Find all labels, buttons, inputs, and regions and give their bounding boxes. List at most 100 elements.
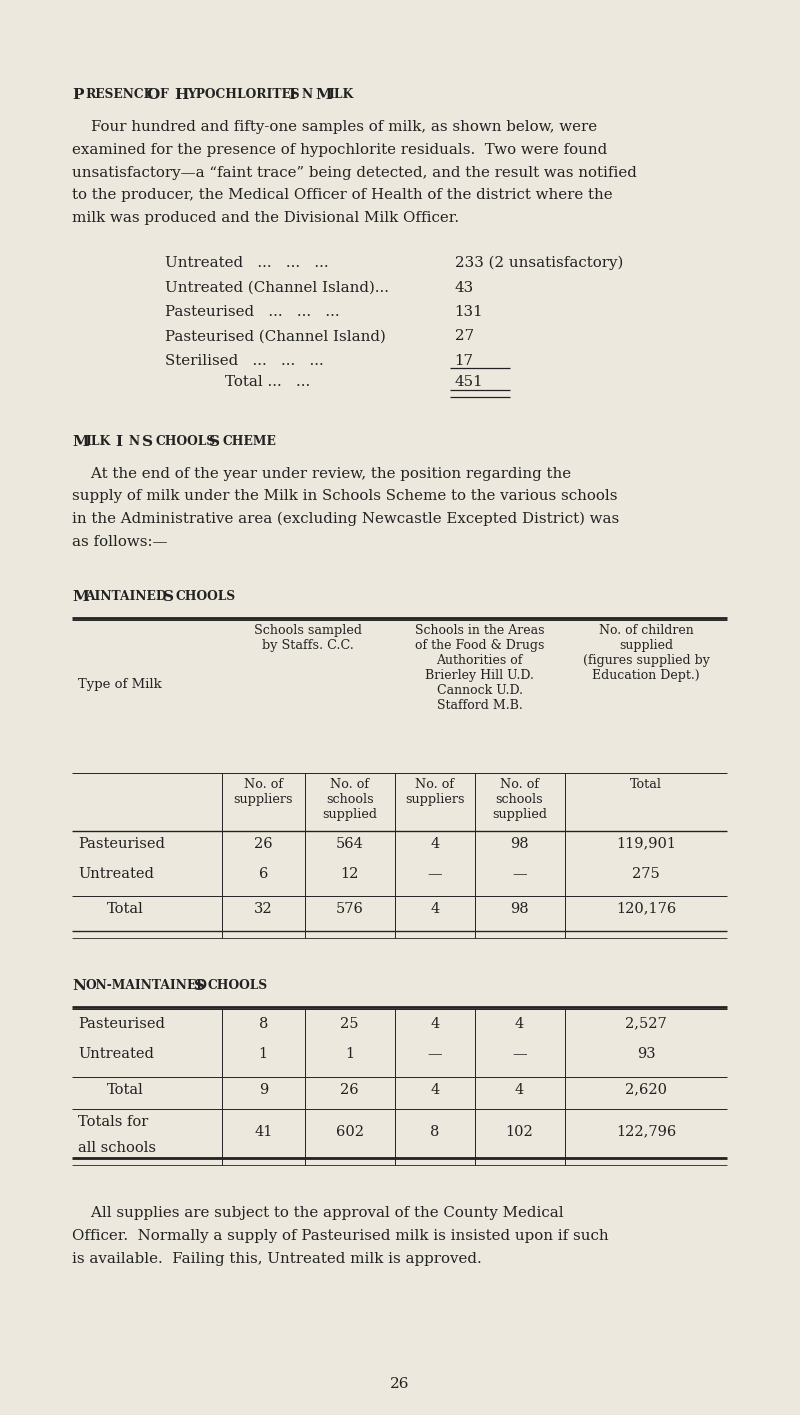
Text: 26: 26 [390,1377,410,1391]
Text: in the Administrative area (excluding Newcastle Excepted District) was: in the Administrative area (excluding Ne… [72,512,619,526]
Text: 4: 4 [430,1017,439,1030]
Text: —: — [512,867,527,880]
Text: Schools in the Areas
of the Food & Drugs
Authorities of
Brierley Hill U.D.
Canno: Schools in the Areas of the Food & Drugs… [415,624,544,712]
Text: I: I [288,88,295,102]
Text: Sterilised   ...   ...   ...: Sterilised ... ... ... [165,354,324,368]
Text: CHOOLS: CHOOLS [207,979,267,992]
Text: M: M [72,434,89,449]
Text: N: N [302,88,313,100]
Text: 1: 1 [258,1047,268,1061]
Text: Total: Total [107,1082,144,1097]
Text: RESENCE: RESENCE [85,88,153,100]
Text: Four hundred and fifty-one samples of milk, as shown below, were: Four hundred and fifty-one samples of mi… [72,120,597,134]
Text: 4: 4 [430,836,439,850]
Text: 131: 131 [454,306,483,318]
Text: S: S [162,590,174,604]
Text: No. of
schools
supplied: No. of schools supplied [492,778,547,821]
Text: Untreated: Untreated [78,1047,154,1061]
Text: YPOCHLORITES: YPOCHLORITES [187,88,300,100]
Text: 26: 26 [254,836,273,850]
Text: 41: 41 [254,1125,273,1139]
Text: H: H [174,88,188,102]
Text: CHOOLS: CHOOLS [155,434,215,447]
Text: 233 (2 unsatisfactory): 233 (2 unsatisfactory) [454,256,623,270]
Text: 602: 602 [336,1125,364,1139]
Text: At the end of the year under review, the position regarding the: At the end of the year under review, the… [72,467,571,481]
Text: 25: 25 [341,1017,359,1030]
Text: S: S [142,434,154,449]
Text: 120,176: 120,176 [616,901,676,916]
Text: 12: 12 [341,867,359,880]
Text: 26: 26 [340,1082,359,1097]
Text: Pasteurised   ...   ...   ...: Pasteurised ... ... ... [165,306,339,318]
Text: Totals for: Totals for [78,1115,148,1129]
Text: unsatisfactory—a “faint trace” being detected, and the result was notified: unsatisfactory—a “faint trace” being det… [72,166,637,180]
Text: 2,527: 2,527 [625,1017,667,1030]
Text: N: N [128,434,139,447]
Text: 451: 451 [454,375,483,389]
Text: as follows:—: as follows:— [72,535,167,549]
Text: to the producer, the Medical Officer of Health of the district where the: to the producer, the Medical Officer of … [72,188,613,202]
Text: I: I [115,434,122,449]
Text: 4: 4 [430,1082,439,1097]
Text: No. of children
supplied
(figures supplied by
Education Dept.): No. of children supplied (figures suppli… [582,624,710,682]
Text: No. of
suppliers: No. of suppliers [405,778,464,805]
Text: Schools sampled
by Staffs. C.C.: Schools sampled by Staffs. C.C. [254,624,362,652]
Text: CHEME: CHEME [222,434,276,447]
Text: —: — [427,867,442,880]
Text: Pasteurised: Pasteurised [78,836,165,850]
Text: 17: 17 [454,354,474,368]
Text: all schools: all schools [78,1140,156,1155]
Text: O: O [146,88,160,102]
Text: 27: 27 [454,330,474,344]
Text: 1: 1 [345,1047,354,1061]
Text: 275: 275 [632,867,660,880]
Text: Total: Total [107,901,144,916]
Text: S: S [194,979,205,993]
Text: CHOOLS: CHOOLS [176,590,236,603]
Text: Untreated (Channel Island)...: Untreated (Channel Island)... [165,280,389,294]
Text: 2,620: 2,620 [625,1082,667,1097]
Text: P: P [72,88,83,102]
Text: No. of
schools
supplied: No. of schools supplied [322,778,378,821]
Text: supply of milk under the Milk in Schools Scheme to the various schools: supply of milk under the Milk in Schools… [72,490,618,504]
Text: Untreated: Untreated [78,867,154,880]
Text: 98: 98 [510,836,529,850]
Text: 4: 4 [515,1082,524,1097]
Text: —: — [512,1047,527,1061]
Text: 93: 93 [637,1047,655,1061]
Text: N: N [72,979,86,993]
Text: 119,901: 119,901 [616,836,676,850]
Text: 122,796: 122,796 [616,1125,676,1139]
Text: 9: 9 [258,1082,268,1097]
Text: 576: 576 [336,901,364,916]
Text: ON-MAINTAINED: ON-MAINTAINED [85,979,207,992]
Text: milk was produced and the Divisional Milk Officer.: milk was produced and the Divisional Mil… [72,211,459,225]
Text: S: S [209,434,220,449]
Text: examined for the presence of hypochlorite residuals.  Two were found: examined for the presence of hypochlorit… [72,143,607,157]
Text: 32: 32 [254,901,273,916]
Text: ILK: ILK [85,434,110,447]
Text: 4: 4 [430,901,439,916]
Text: 564: 564 [336,836,364,850]
Text: —: — [427,1047,442,1061]
Text: F: F [160,88,169,100]
Text: 102: 102 [506,1125,534,1139]
Text: is available.  Failing this, Untreated milk is approved.: is available. Failing this, Untreated mi… [72,1252,482,1266]
Text: Pasteurised (Channel Island): Pasteurised (Channel Island) [165,330,386,344]
Text: M: M [315,88,332,102]
Text: Officer.  Normally a supply of Pasteurised milk is insisted upon if such: Officer. Normally a supply of Pasteurise… [72,1230,609,1242]
Text: No. of
suppliers: No. of suppliers [234,778,293,805]
Text: 98: 98 [510,901,529,916]
Text: 8: 8 [430,1125,439,1139]
Text: ILK: ILK [329,88,354,100]
Text: M: M [72,590,89,604]
Text: 8: 8 [258,1017,268,1030]
Text: AINTAINED: AINTAINED [85,590,166,603]
Text: Untreated   ...   ...   ...: Untreated ... ... ... [165,256,329,270]
Text: Pasteurised: Pasteurised [78,1017,165,1030]
Text: 6: 6 [258,867,268,880]
Text: All supplies are subject to the approval of the County Medical: All supplies are subject to the approval… [72,1206,563,1220]
Text: Type of Milk: Type of Milk [78,678,162,691]
Text: 4: 4 [515,1017,524,1030]
